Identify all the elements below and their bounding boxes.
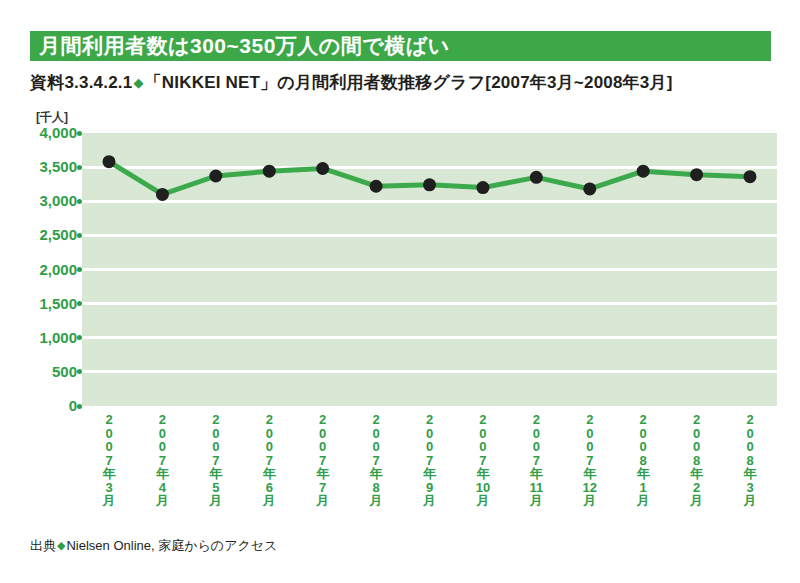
y-tick-dot	[77, 199, 82, 204]
page-title: 月間利用者数は300~350万人の間で横ばい	[39, 32, 450, 60]
data-point-marker	[530, 171, 543, 184]
y-tick-label: 1,000	[17, 329, 77, 347]
subtitle-prefix: 資料3.3.4.2.1	[30, 73, 132, 92]
diamond-icon: ◆	[56, 539, 66, 551]
x-tick-label: 2 0 0 7 年 4 月	[156, 413, 169, 508]
y-tick-label: 3,000	[17, 192, 77, 210]
subtitle-text: 「NIKKEI NET」の月間利用者数推移グラフ[2007年3月~2008年3月…	[145, 73, 673, 92]
y-tick-dot	[77, 404, 82, 409]
y-tick-label: 4,000	[17, 124, 77, 142]
y-tick-label: 3,500	[17, 158, 77, 176]
x-tick-label: 2 0 0 7 年 3 月	[103, 413, 116, 508]
data-point-marker	[209, 169, 222, 182]
x-tick-label: 2 0 0 7 年 8 月	[370, 413, 383, 508]
source-note: 出典◆Nielsen Online, 家庭からのアクセス	[30, 537, 277, 555]
source-text: Nielsen Online, 家庭からのアクセス	[66, 538, 277, 553]
y-tick-label: 2,500	[17, 226, 77, 244]
title-bar: 月間利用者数は300~350万人の間で横ばい	[30, 31, 771, 61]
diamond-icon: ◆	[132, 75, 144, 90]
data-point-marker	[263, 165, 276, 178]
x-tick-label: 2 0 0 8 年 1 月	[637, 413, 650, 508]
data-point-marker	[690, 168, 703, 181]
x-tick-label: 2 0 0 7 年 12 月	[583, 413, 597, 508]
data-point-marker	[156, 188, 169, 201]
x-tick-label: 2 0 0 7 年 9 月	[423, 413, 436, 508]
data-point-marker	[370, 180, 383, 193]
source-prefix: 出典	[30, 538, 56, 553]
chart-page: 月間利用者数は300~350万人の間で横ばい 資料3.3.4.2.1◆「NIKK…	[0, 0, 800, 583]
x-tick-label: 2 0 0 8 年 3 月	[744, 413, 757, 508]
y-tick-dot	[77, 267, 82, 272]
plot-area	[82, 133, 777, 406]
y-tick-label: 500	[17, 363, 77, 381]
y-tick-label: 0	[17, 397, 77, 415]
data-point-marker	[476, 181, 489, 194]
data-point-marker	[316, 162, 329, 175]
x-tick-label: 2 0 0 7 年 5 月	[209, 413, 222, 508]
data-point-marker	[637, 165, 650, 178]
y-tick-label: 1,500	[17, 295, 77, 313]
data-point-marker	[103, 155, 116, 168]
x-tick-label: 2 0 0 7 年 11 月	[529, 413, 543, 508]
data-line-series	[82, 133, 777, 406]
data-point-marker	[744, 170, 757, 183]
y-tick-label: 2,000	[17, 261, 77, 279]
x-tick-label: 2 0 0 7 年 7 月	[316, 413, 329, 508]
x-tick-label: 2 0 0 7 年 6 月	[263, 413, 276, 508]
y-tick-dot	[77, 165, 82, 170]
y-tick-dot	[77, 233, 82, 238]
data-point-marker	[583, 182, 596, 195]
data-point-marker	[423, 178, 436, 191]
chart-subtitle: 資料3.3.4.2.1◆「NIKKEI NET」の月間利用者数推移グラフ[200…	[30, 71, 770, 94]
y-tick-dot	[77, 131, 82, 136]
x-tick-label: 2 0 0 8 年 2 月	[690, 413, 703, 508]
x-tick-label: 2 0 0 7 年 10 月	[476, 413, 490, 508]
